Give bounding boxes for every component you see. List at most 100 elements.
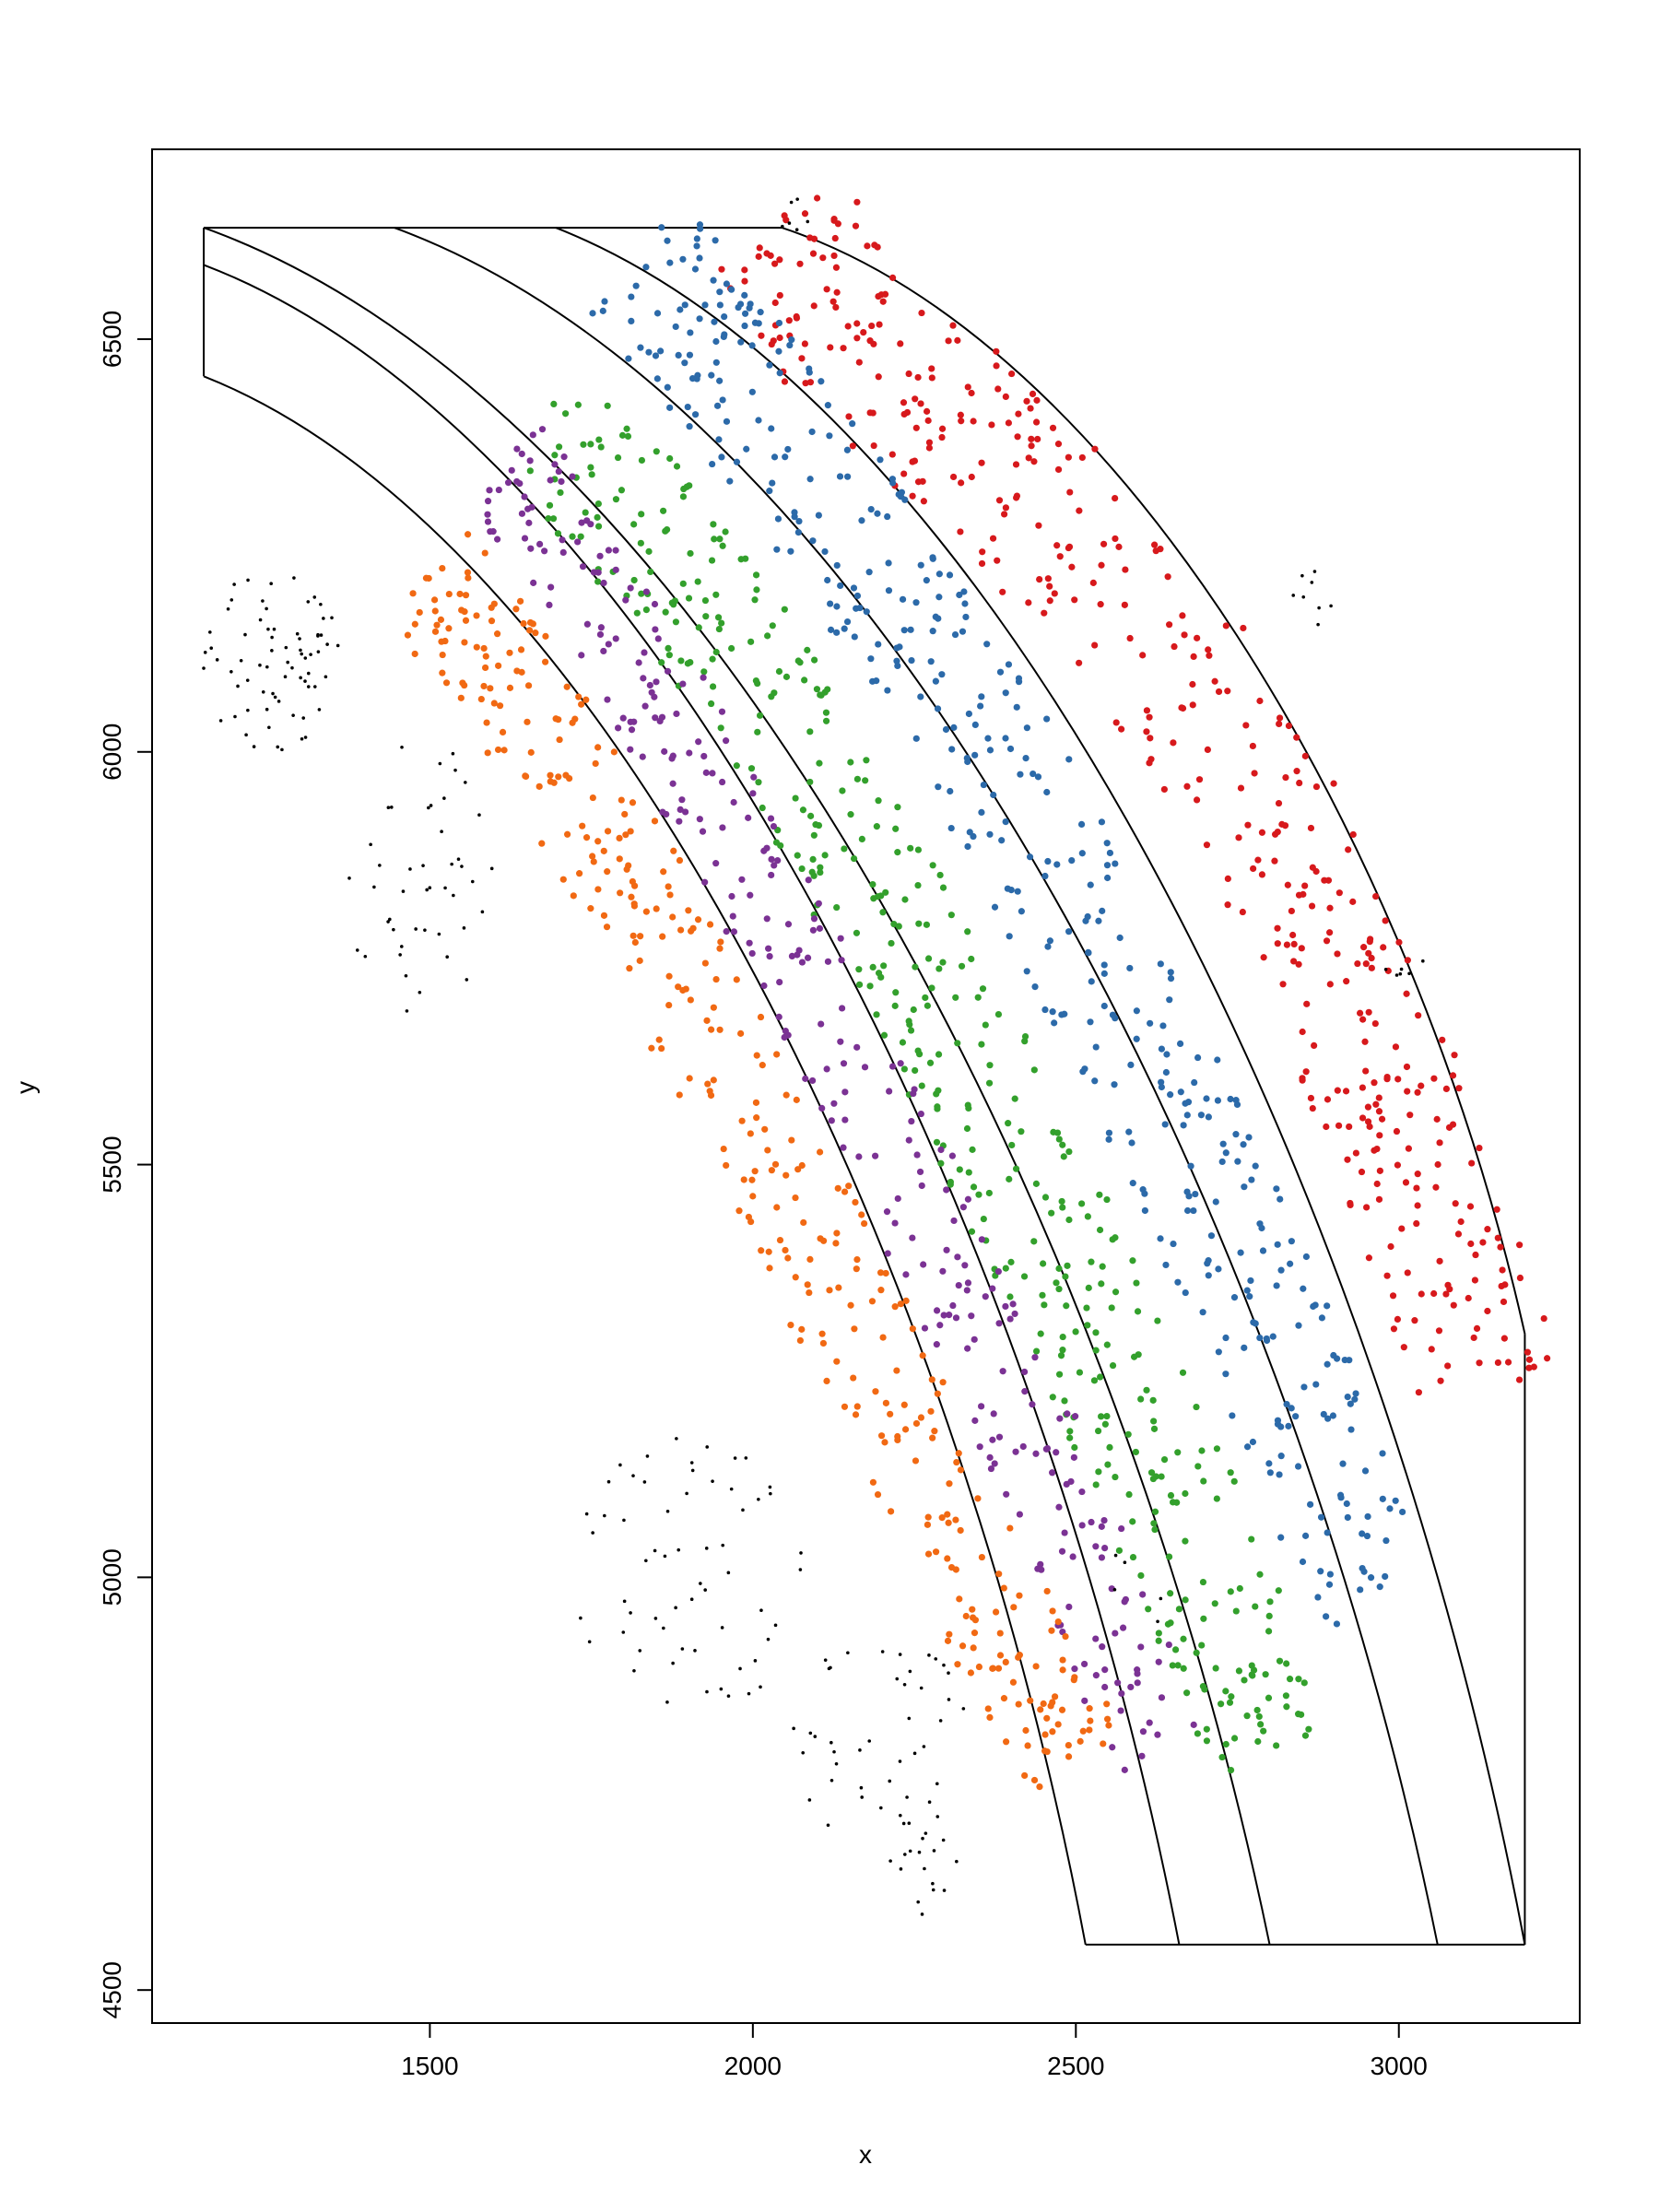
layer-blue-point xyxy=(1324,1302,1331,1310)
layer-green-point xyxy=(1137,1395,1145,1403)
layer-purple-point xyxy=(536,540,544,548)
layer-red-point xyxy=(771,299,779,307)
layer-purple-point xyxy=(622,596,629,604)
layer-red-point xyxy=(1295,960,1302,968)
layer-red-point xyxy=(1256,697,1264,705)
layer-orange-point xyxy=(575,693,582,700)
layer-red-point xyxy=(755,253,762,260)
layer-green-point xyxy=(1173,1499,1181,1506)
layer-red-point xyxy=(1258,871,1266,878)
outside-point xyxy=(355,948,359,952)
layer-red-point xyxy=(949,473,958,481)
outside-point xyxy=(644,1559,648,1563)
layer-blue-point xyxy=(782,453,789,461)
layer-red-point xyxy=(1364,1118,1372,1125)
layer-green-point xyxy=(1255,1712,1263,1721)
layer-purple-point xyxy=(1098,1554,1106,1561)
layer-blue-point xyxy=(978,693,985,700)
layer-red-point xyxy=(1442,1085,1450,1092)
layer-blue-point xyxy=(686,423,693,430)
layer-blue-point xyxy=(1043,715,1051,723)
layer-orange-point xyxy=(604,868,611,876)
boundary-curve-6 xyxy=(782,227,1526,1335)
outside-point xyxy=(372,885,376,889)
outside-point xyxy=(306,671,311,676)
layer-red-point xyxy=(1352,1149,1359,1157)
layer-purple-point xyxy=(950,1217,958,1225)
layer-orange-point xyxy=(858,1211,865,1218)
layer-green-point xyxy=(1171,1646,1180,1653)
layer-green-point xyxy=(1071,1443,1078,1452)
layer-red-point xyxy=(1465,1294,1472,1302)
layer-green-point xyxy=(873,823,880,830)
layer-blue-point xyxy=(1300,1383,1308,1391)
layer-green-point xyxy=(1095,1468,1102,1476)
layer-purple-point xyxy=(604,696,611,703)
layer-purple-point xyxy=(495,486,502,494)
layer-green-point xyxy=(1283,1660,1290,1667)
layer-blue-point xyxy=(1116,934,1124,942)
layer-red-point xyxy=(1449,1121,1457,1128)
layer-green-point xyxy=(1254,1737,1262,1746)
outside-point xyxy=(832,1749,836,1754)
layer-purple-point xyxy=(1019,1442,1027,1451)
layer-blue-point xyxy=(856,604,864,612)
layer-green-point xyxy=(618,431,627,439)
layer-red-point xyxy=(954,336,961,344)
boundary-curve-4 xyxy=(394,227,1439,1946)
layer-red-point xyxy=(1066,488,1074,496)
layer-blue-point xyxy=(743,445,750,453)
outside-point xyxy=(1300,573,1304,578)
layer-green-point xyxy=(679,493,688,500)
layer-green-point xyxy=(630,521,638,528)
layer-orange-point xyxy=(852,1198,859,1206)
layer-purple-point xyxy=(933,1307,941,1314)
layer-purple-point xyxy=(920,1261,927,1268)
layer-blue-point xyxy=(912,599,920,606)
layer-orange-point xyxy=(642,908,650,915)
layer-blue-point xyxy=(784,445,792,453)
layer-green-point xyxy=(1064,1262,1071,1269)
layer-red-point xyxy=(1179,612,1186,619)
layer-purple-point xyxy=(1078,1522,1086,1529)
layer-blue-point xyxy=(687,329,694,336)
layer-orange-point xyxy=(430,596,439,604)
layer-red-point xyxy=(1012,494,1020,501)
outside-point xyxy=(330,616,334,620)
layer-orange-point xyxy=(669,913,677,921)
layer-blue-point xyxy=(833,561,841,570)
outside-point xyxy=(450,862,453,866)
layer-purple-point xyxy=(718,708,726,715)
layer-green-point xyxy=(1096,1191,1103,1198)
layer-red-point xyxy=(1284,881,1291,888)
layer-green-point xyxy=(1005,1120,1012,1127)
layer-red-point xyxy=(1289,931,1297,939)
outside-point xyxy=(781,224,784,229)
layer-purple-point xyxy=(766,952,773,960)
layer-green-point xyxy=(985,1079,994,1087)
layer-green-point xyxy=(754,728,761,735)
layer-red-point xyxy=(1211,677,1218,685)
outside-point xyxy=(895,1677,900,1681)
layer-orange-point xyxy=(587,905,594,912)
layer-red-point xyxy=(1122,566,1129,573)
layer-blue-point xyxy=(757,309,764,316)
layer-purple-point xyxy=(746,939,753,947)
x-axis: 1500 2000 2500 3000 xyxy=(401,2022,1428,2080)
x-tick-label: 2000 xyxy=(724,2052,782,2080)
layer-orange-point xyxy=(879,1334,887,1341)
layer-blue-point xyxy=(894,662,901,670)
layer-purple-point xyxy=(605,641,612,648)
layer-orange-point xyxy=(1016,1592,1023,1599)
layer-red-point xyxy=(1068,563,1076,571)
layer-red-point xyxy=(801,210,809,218)
layer-green-point xyxy=(1249,1672,1256,1679)
outside-point xyxy=(284,645,288,650)
layer-green-point xyxy=(894,804,901,811)
layer-red-point xyxy=(912,424,920,431)
outside-point xyxy=(273,695,277,700)
layer-orange-point xyxy=(887,1410,894,1418)
layer-blue-point xyxy=(827,626,835,633)
layer-red-point xyxy=(881,290,889,298)
layer-red-point xyxy=(945,337,952,345)
